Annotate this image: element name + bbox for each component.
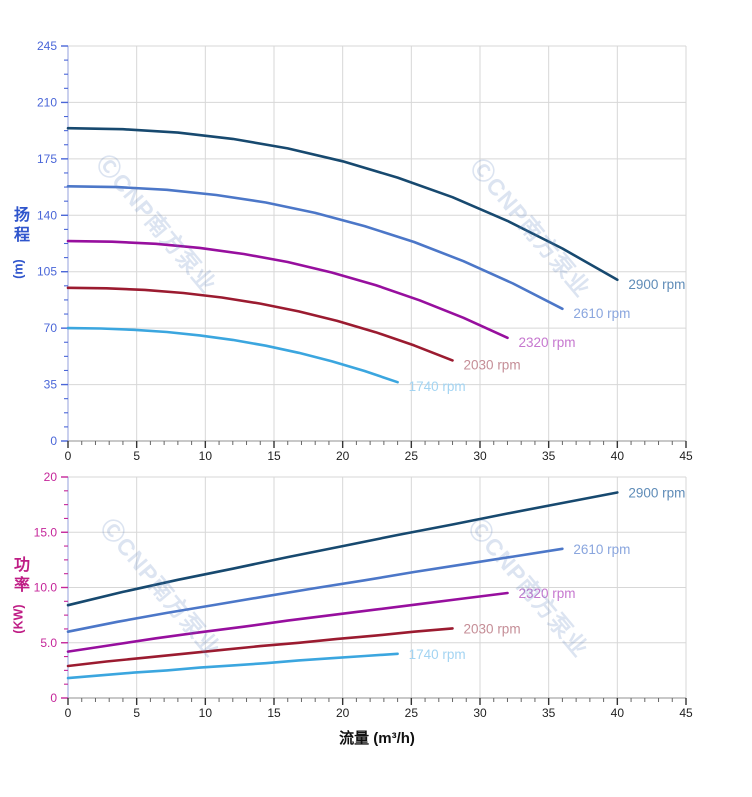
curve-label-2030-rpm: 2030 rpm [464, 621, 521, 636]
curve-label-2610-rpm: 2610 rpm [573, 306, 630, 321]
curve-label-2320-rpm: 2320 rpm [518, 586, 575, 601]
y-tick-label: 245 [37, 39, 57, 53]
pump-curve-1740-rpm [66, 326, 399, 384]
pump-curve-2900-rpm [66, 126, 619, 282]
y-tick-label: 0 [50, 434, 57, 448]
y-tick-label: 70 [44, 321, 58, 335]
pump-curve-2030-rpm [66, 627, 454, 668]
x-tick-label: 25 [405, 449, 419, 463]
x-tick-label: 15 [267, 449, 281, 463]
x-tick-label: 40 [611, 449, 625, 463]
y-tick-label: 105 [37, 265, 57, 279]
curve-label-2320-rpm: 2320 rpm [518, 335, 575, 350]
x-tick-label: 25 [405, 706, 419, 720]
pump-curve-2610-rpm [66, 547, 564, 633]
x-tick-label: 40 [611, 706, 625, 720]
x-tick-label: 10 [199, 706, 213, 720]
y-tick-label: 15.0 [34, 525, 58, 539]
pump-curve-2320-rpm [66, 591, 509, 653]
x-tick-label: 0 [65, 449, 72, 463]
x-tick-label: 45 [679, 449, 693, 463]
y-tick-label: 20 [44, 470, 58, 484]
pump-curve-2610-rpm [66, 185, 564, 311]
y-tick-label: 5.0 [40, 636, 57, 650]
curve-label-2610-rpm: 2610 rpm [573, 542, 630, 557]
curve-label-1740-rpm: 1740 rpm [409, 647, 466, 662]
y-tick-label: 35 [44, 378, 58, 392]
x-tick-label: 10 [199, 449, 213, 463]
x-tick-label: 0 [65, 706, 72, 720]
x-tick-label: 20 [336, 706, 350, 720]
pump-curve-2900-rpm [66, 491, 619, 607]
flow-axis-title: 流量 (m³/h) [339, 730, 415, 747]
y-tick-label: 0 [50, 691, 57, 705]
x-tick-label: 5 [133, 449, 140, 463]
y-tick-label: 10.0 [34, 581, 58, 595]
x-tick-label: 5 [133, 706, 140, 720]
pump-curve-2030-rpm [66, 286, 454, 362]
y-tick-label: 140 [37, 208, 57, 222]
curve-label-2030-rpm: 2030 rpm [464, 357, 521, 372]
y-tick-label: 210 [37, 95, 57, 109]
curve-label-1740-rpm: 1740 rpm [409, 379, 466, 394]
y-tick-label: 175 [37, 152, 57, 166]
pump-curve-1740-rpm [66, 652, 399, 680]
x-tick-label: 20 [336, 449, 350, 463]
pump-curve-2320-rpm [66, 239, 509, 340]
x-tick-label: 15 [267, 706, 281, 720]
curve-label-2900-rpm: 2900 rpm [628, 277, 685, 292]
x-tick-label: 35 [542, 706, 556, 720]
curve-label-2900-rpm: 2900 rpm [628, 485, 685, 500]
x-tick-label: 45 [679, 706, 693, 720]
x-tick-label: 30 [473, 706, 487, 720]
x-tick-label: 35 [542, 449, 556, 463]
x-tick-label: 30 [473, 449, 487, 463]
